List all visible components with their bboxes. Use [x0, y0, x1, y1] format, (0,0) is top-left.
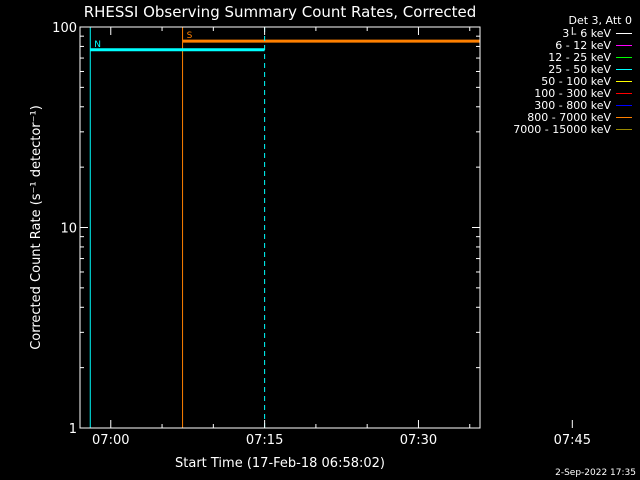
legend-label: 300 - 800 keV: [534, 98, 611, 112]
y-axis-label: Corrected Count Rate (s⁻¹ detector⁻¹): [29, 105, 44, 350]
legend-swatch: [616, 32, 632, 34]
legend-item: 12 - 25 keV: [482, 50, 632, 64]
legend-label: 3 - 6 keV: [562, 26, 611, 40]
legend-label: 800 - 7000 keV: [527, 110, 611, 124]
annotation-label-1: N: [94, 40, 101, 50]
legend-item: 7000 - 15000 keV: [482, 122, 632, 136]
legend: Det 3, Att 0 3 - 6 keV 6 - 12 keV 12 - 25 …: [482, 14, 633, 136]
legend-swatch: [616, 56, 632, 58]
legend-item: 300 - 800 keV: [482, 98, 632, 112]
legend-item: 100 - 300 keV: [482, 86, 632, 100]
legend-swatch: [616, 104, 632, 106]
legend-label: 7000 - 15000 keV: [513, 122, 611, 136]
annotation-label-0: S: [187, 31, 193, 41]
x-tick-label-3: 07:45: [554, 433, 591, 448]
x-tick-label-0: 07:00: [92, 433, 129, 448]
legend-swatch: [616, 116, 632, 118]
x-axis-label: Start Time (17-Feb-18 06:58:02): [175, 456, 385, 471]
y-tick-label-2: 100: [52, 21, 77, 36]
footer-date: 2-Sep-2022 17:35: [555, 468, 636, 478]
legend-swatch: [616, 44, 632, 46]
x-tick-label-2: 07:30: [400, 433, 437, 448]
legend-label: 50 - 100 keV: [541, 74, 611, 88]
series-line-0: [490, 127, 640, 272]
x-tick-label-1: 07:15: [246, 433, 283, 448]
series-line-3: [490, 135, 640, 276]
legend-label: 12 - 25 keV: [548, 50, 611, 64]
y-tick-label-0: 1: [69, 422, 77, 437]
legend-swatch: [616, 92, 632, 94]
legend-label: 25 - 50 keV: [548, 62, 611, 76]
legend-label: 100 - 300 keV: [534, 86, 611, 100]
chart-title: RHESSI Observing Summary Count Rates, Co…: [84, 3, 477, 21]
legend-item: 800 - 7000 keV: [482, 110, 632, 124]
y-tick-label-1: 10: [60, 222, 77, 237]
plot-frame: [79, 26, 481, 429]
series-line-7: [490, 216, 640, 353]
series-line-1: [490, 199, 640, 402]
legend-header: Det 3, Att 0: [568, 14, 633, 27]
legend-item: 50 - 100 keV: [482, 74, 632, 88]
legend-swatch: [616, 128, 632, 130]
legend-swatch: [616, 68, 632, 70]
legend-label: 6 - 12 keV: [555, 38, 611, 52]
series-line-8: [490, 142, 640, 291]
legend-item: 25 - 50 keV: [482, 62, 632, 76]
legend-item: 6 - 12 keV: [482, 38, 632, 52]
series-line-2: [490, 125, 640, 268]
legend-swatch: [616, 80, 632, 82]
series-line-6: [490, 156, 640, 302]
legend-item: 3 - 6 keV: [482, 26, 632, 40]
